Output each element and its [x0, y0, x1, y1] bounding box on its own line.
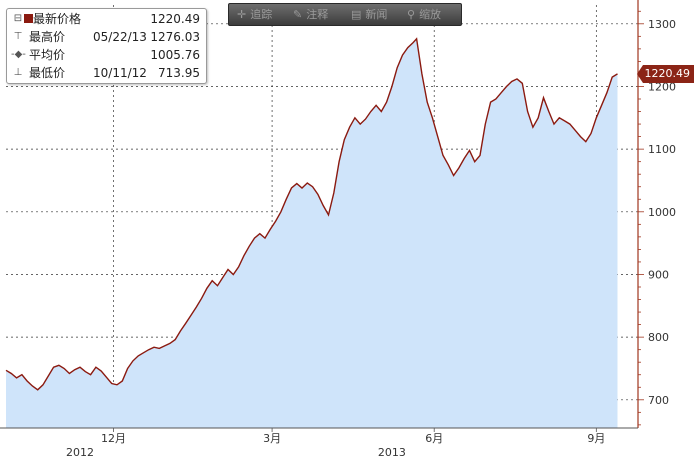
price-line	[5, 37, 618, 391]
news-label: 新闻	[365, 8, 388, 21]
year-label: 2012	[66, 446, 94, 459]
legend-panel: ⊟ 最新价格 1220.49 ⊤ 最高价 05/22/13 1276.03 -◆…	[6, 8, 207, 84]
legend-last-value: 1220.49	[150, 12, 200, 26]
legend-high-label: 最高价	[29, 30, 66, 44]
chart-toolbar: ✛ 追踪 ✎ 注释 ▤ 新闻 ⚲ 缩放	[228, 3, 462, 26]
news-button[interactable]: ▤ 新闻	[351, 4, 387, 25]
crosshair-icon: ✛	[237, 8, 247, 21]
legend-high-value: 1276.03	[150, 30, 200, 44]
x-tick-label: 9月	[587, 432, 605, 445]
pencil-icon: ✎	[293, 8, 303, 21]
legend-low-label: 最低价	[29, 66, 66, 80]
low-marker-icon: ⊥	[13, 67, 23, 78]
average-marker-icon: -◆-	[11, 49, 26, 60]
legend-last-label: 最新价格	[33, 12, 82, 26]
legend-row-average: -◆- 平均价 1005.76	[7, 47, 206, 63]
x-tick-label: 6月	[425, 432, 443, 445]
legend-row-low: ⊥ 最低价 10/11/12 713.95	[7, 65, 206, 81]
legend-average-label: 平均价	[29, 48, 66, 62]
y-tick-label: 1300	[648, 18, 676, 31]
y-tick-label: 1000	[648, 206, 676, 219]
zoom-label: 缩放	[419, 8, 442, 21]
y-tick-label: 800	[648, 331, 669, 344]
price-area-fill	[6, 38, 618, 429]
legend-row-high: ⊤ 最高价 05/22/13 1276.03	[7, 29, 206, 45]
legend-high-date: 05/22/13	[93, 30, 147, 44]
annotate-button[interactable]: ✎ 注释	[293, 4, 328, 25]
news-icon: ▤	[351, 8, 362, 21]
zoom-button[interactable]: ⚲ 缩放	[407, 4, 441, 25]
y-tick-labels: 700 800 900 1000 1100 1200 1300	[648, 18, 676, 407]
magnifier-icon: ⚲	[407, 8, 416, 21]
annotate-label: 注释	[306, 8, 329, 21]
collapse-icon[interactable]: ⊟	[13, 13, 23, 24]
high-marker-icon: ⊤	[13, 31, 23, 42]
last-price-swatch	[21, 11, 35, 29]
legend-average-value: 1005.76	[150, 48, 200, 62]
y-tick-label: 1200	[648, 80, 676, 93]
legend-row-last: ⊟ 最新价格 1220.49	[7, 11, 206, 27]
track-button[interactable]: ✛ 追踪	[237, 4, 272, 25]
y-tick-label: 1100	[648, 143, 676, 156]
x-tick-label: 3月	[263, 432, 281, 445]
legend-low-value: 713.95	[158, 66, 200, 80]
y-tick-label: 900	[648, 268, 669, 281]
year-label: 2013	[378, 446, 406, 459]
track-label: 追踪	[250, 8, 273, 21]
x-tick-labels: 12月 3月 6月 9月 2012 2013	[66, 428, 605, 459]
x-tick-label: 12月	[101, 432, 126, 445]
last-price-tag: 1220.49	[637, 65, 694, 83]
legend-low-date: 10/11/12	[93, 66, 147, 80]
y-tick-label: 700	[648, 394, 669, 407]
